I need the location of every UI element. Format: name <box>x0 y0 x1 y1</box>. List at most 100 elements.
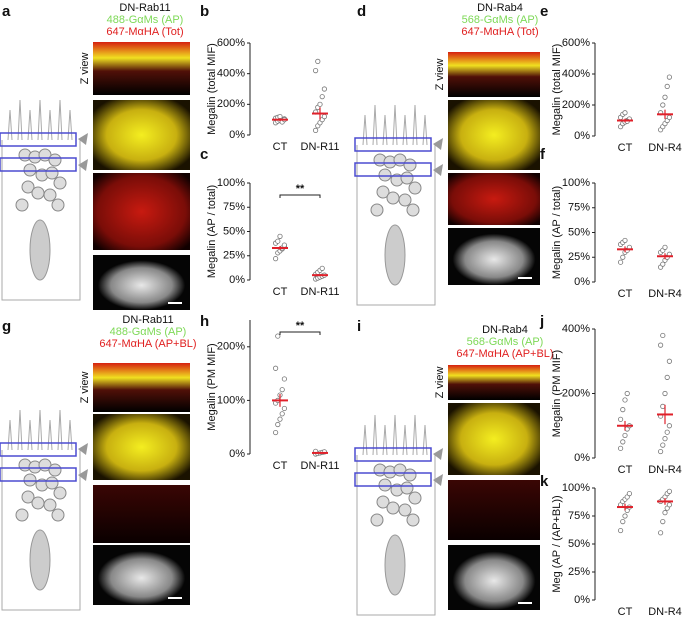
vesicle <box>43 188 57 202</box>
cell-schematic <box>354 414 443 616</box>
panel-letter: f <box>540 146 546 163</box>
micrograph <box>448 480 540 540</box>
microvillus <box>57 409 63 451</box>
image-title: DN-Rab11 <box>119 2 170 14</box>
vesicle <box>45 166 59 180</box>
microvillus <box>67 419 73 451</box>
microvillus <box>402 114 408 146</box>
vesicle <box>51 508 65 522</box>
microvillus <box>422 424 428 456</box>
arrow <box>78 443 88 481</box>
data-point <box>617 527 624 534</box>
microvillus <box>27 419 33 451</box>
vesicle <box>53 486 67 500</box>
x-tick-label: CT <box>618 142 633 154</box>
data-point <box>624 390 630 397</box>
data-point <box>315 58 321 65</box>
vesicle <box>53 176 67 190</box>
y-axis-label: Megalin (total MIF) <box>206 43 218 135</box>
microvillus <box>422 114 428 146</box>
vesicle <box>15 198 29 212</box>
y-tick-label: 0% <box>229 129 245 141</box>
vesicle <box>370 513 384 527</box>
vesicle <box>15 508 29 522</box>
data-point <box>281 405 287 412</box>
data-point <box>321 114 327 120</box>
data-point <box>272 429 279 436</box>
data-point <box>317 101 323 107</box>
panel-letter: e <box>540 3 548 20</box>
y-axis-label: Megalin (PM MIF) <box>206 343 218 430</box>
y-axis-label: Megalin (PM MIF) <box>551 350 563 437</box>
cell-outline <box>356 455 436 616</box>
vesicle <box>370 203 384 217</box>
z-view-label: Z view <box>79 53 91 85</box>
vesicle <box>43 498 57 512</box>
micrograph <box>448 100 540 170</box>
micrograph <box>93 255 190 310</box>
plane-box <box>0 467 77 482</box>
channel-label: 647-MαHA (AP+BL) <box>99 338 196 350</box>
plane-box <box>354 472 432 487</box>
x-tick-label: DN-R11 <box>301 141 340 153</box>
y-tick-label: 200% <box>562 387 590 399</box>
micrograph <box>448 403 540 475</box>
panel-letter: j <box>539 313 544 330</box>
panel-letter: a <box>2 3 11 20</box>
micrograph <box>93 363 190 412</box>
y-tick-label: 0% <box>574 276 590 288</box>
y-tick-label: 75% <box>568 202 590 214</box>
y-tick-label: 75% <box>568 510 590 522</box>
microvillus <box>412 104 418 146</box>
cell-outline <box>1 450 81 611</box>
data-point <box>622 110 628 116</box>
channel-label: 488-GαMs (AP) <box>107 14 184 26</box>
data-point <box>662 390 668 397</box>
data-point <box>664 374 670 380</box>
panel-letter: g <box>2 318 11 335</box>
data-point <box>622 237 628 244</box>
plane-box <box>354 162 432 177</box>
y-tick-label: 0% <box>229 274 245 286</box>
data-point <box>281 376 287 382</box>
cell-outline <box>1 140 81 301</box>
data-point <box>657 342 664 348</box>
y-tick-label: 75% <box>223 201 245 213</box>
data-point <box>277 233 283 239</box>
x-tick-label: CT <box>273 141 288 153</box>
x-tick-label: DN-R4 <box>648 142 682 154</box>
significance-label: ** <box>296 183 305 195</box>
y-tick-label: 400% <box>562 68 590 80</box>
data-point <box>279 411 285 417</box>
data-point <box>666 74 673 80</box>
nucleus <box>384 224 406 286</box>
microvillus <box>7 109 13 141</box>
z-view-label: Z view <box>434 59 446 91</box>
data-point <box>312 68 319 74</box>
micrograph <box>448 173 540 225</box>
vesicle <box>45 476 59 490</box>
y-tick-label: 100% <box>217 394 245 406</box>
vesicle <box>31 186 45 200</box>
microvillus <box>362 424 368 456</box>
cell-schematic <box>354 104 443 306</box>
microvillus <box>47 419 53 451</box>
data-point <box>321 86 327 92</box>
data-point <box>275 333 281 339</box>
data-point <box>660 102 666 108</box>
microvillus <box>67 109 73 141</box>
plane-box <box>0 132 77 147</box>
microvillus <box>17 409 23 451</box>
data-point <box>620 254 626 260</box>
panel-letter: b <box>200 3 209 20</box>
vesicle <box>406 203 420 217</box>
micrograph <box>93 414 190 480</box>
plane-box <box>354 447 432 462</box>
micrograph <box>93 173 190 250</box>
vesicle <box>378 168 392 182</box>
data-point <box>272 256 279 262</box>
vesicle <box>406 513 420 527</box>
cell-schematic <box>0 99 88 301</box>
vesicle <box>376 495 390 509</box>
micrograph <box>448 52 540 97</box>
